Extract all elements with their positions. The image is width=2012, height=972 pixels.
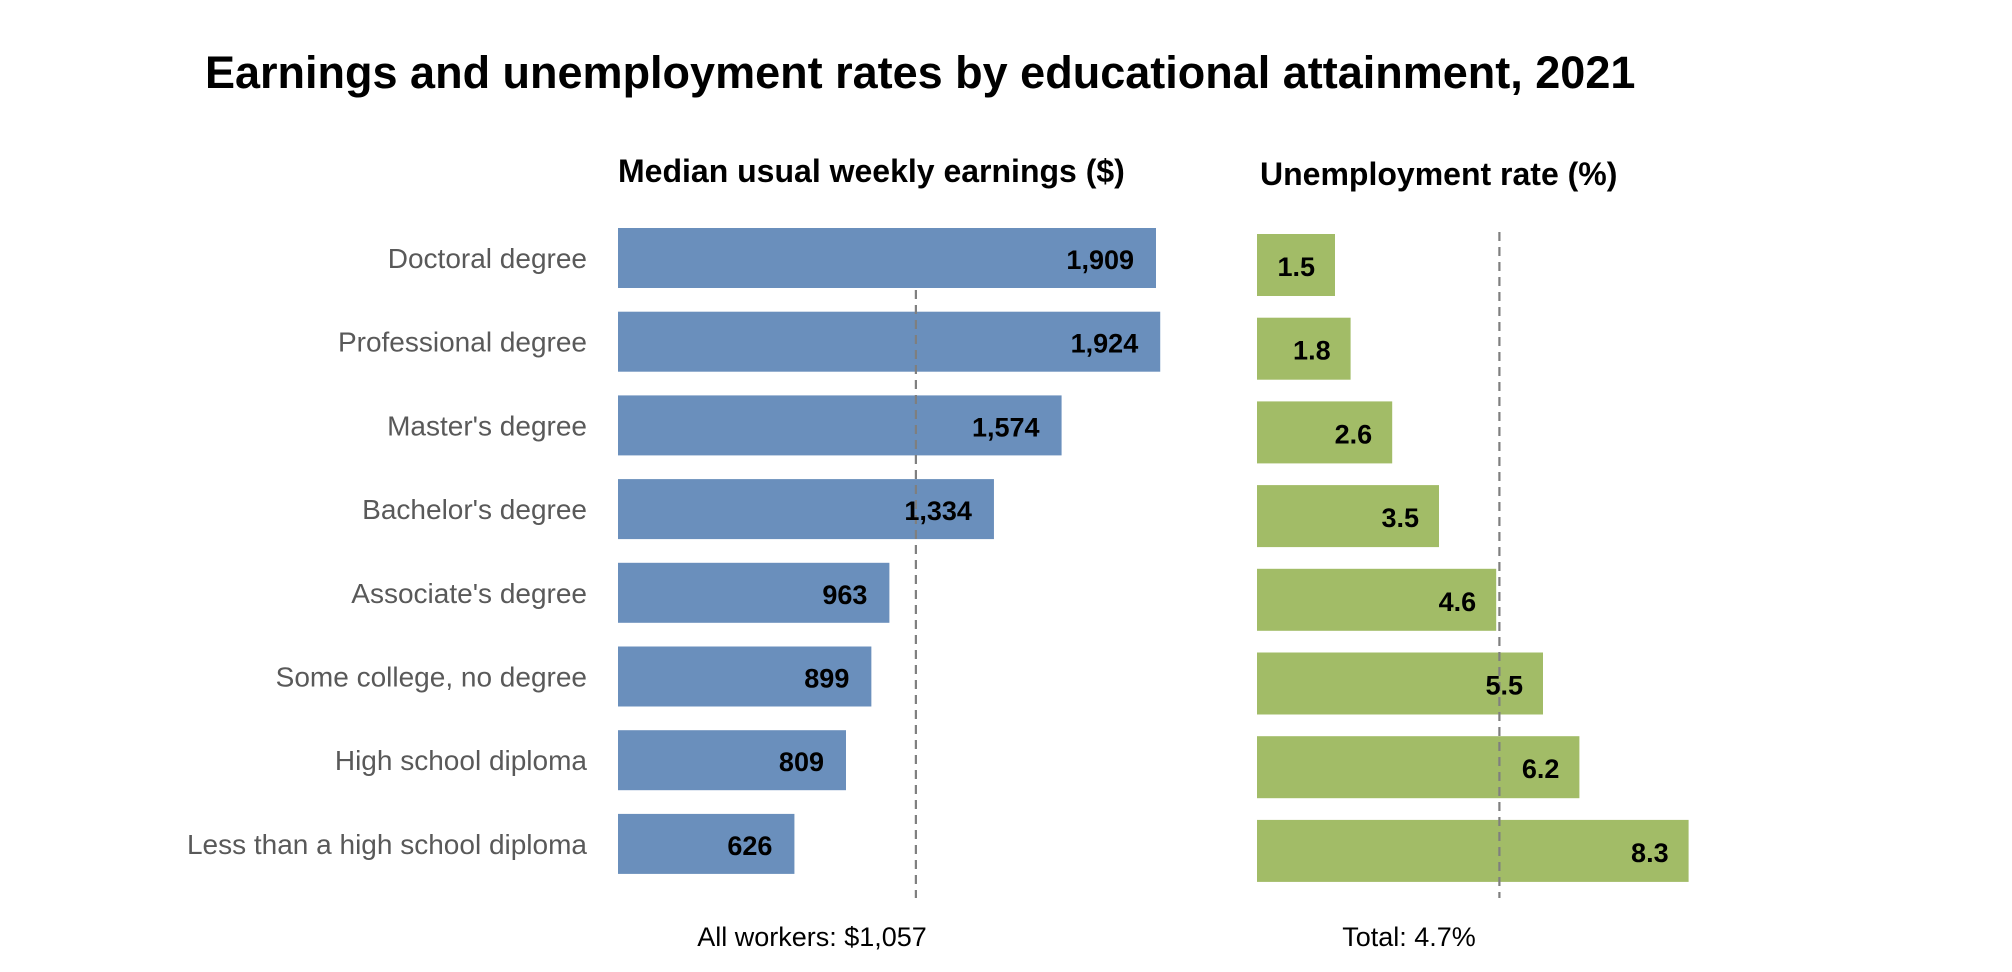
unemployment-bars [1257, 234, 1689, 882]
earnings-bars [618, 228, 1161, 874]
earnings-panel: Median usual weekly earnings ($) 1,9091,… [618, 153, 1161, 952]
unemployment-bar [1257, 652, 1543, 715]
unemployment-value-label: 3.5 [1381, 503, 1419, 533]
earnings-panel-title: Median usual weekly earnings ($) [618, 153, 1125, 189]
chart-title: Earnings and unemployment rates by educa… [205, 47, 1635, 98]
unemployment-bar [1257, 401, 1393, 464]
unemployment-value-label: 1.8 [1293, 336, 1331, 366]
earnings-value-labels: 1,909 1,924 1,574 1,334 963 899 809 626 [727, 245, 1138, 861]
earnings-bar [618, 479, 994, 540]
earnings-value-label: 899 [804, 664, 849, 694]
earnings-value-label: 1,924 [1071, 329, 1139, 359]
unemployment-value-label: 4.6 [1439, 587, 1477, 617]
earnings-value-label: 809 [779, 747, 824, 777]
earnings-bar [618, 311, 1161, 372]
category-label: Associate's degree [351, 578, 587, 609]
category-label: Less than a high school diploma [187, 829, 587, 860]
earnings-bar [618, 646, 872, 707]
unemployment-value-labels: 1.5 1.8 2.6 3.5 4.6 5.5 6.2 8.3 [1277, 252, 1668, 868]
unemployment-bar [1257, 234, 1335, 296]
category-label: High school diploma [335, 745, 588, 776]
earnings-value-label: 1,574 [972, 412, 1040, 442]
earnings-value-label: 626 [727, 831, 772, 861]
earnings-bar [618, 730, 846, 791]
unemployment-panel-title: Unemployment rate (%) [1260, 156, 1617, 192]
earnings-bar [618, 562, 890, 623]
unemployment-bar [1257, 485, 1439, 548]
category-label: Professional degree [338, 327, 587, 358]
unemployment-bar [1257, 317, 1351, 380]
category-label: Some college, no degree [276, 662, 587, 693]
earnings-bar [618, 813, 795, 874]
category-label: Master's degree [387, 410, 587, 441]
earnings-value-label: 1,334 [904, 496, 972, 526]
earnings-value-label: 1,909 [1066, 245, 1134, 275]
category-label: Bachelor's degree [362, 494, 587, 525]
earnings-bar [618, 395, 1062, 456]
unemployment-value-label: 8.3 [1631, 838, 1669, 868]
earnings-reference-label: All workers: $1,057 [697, 922, 927, 952]
earnings-bar [618, 228, 1156, 288]
unemployment-bar [1257, 568, 1497, 631]
unemployment-value-label: 1.5 [1277, 252, 1315, 282]
unemployment-panel: Unemployment rate (%) 1.5 1.8 2.6 3.5 4.6 5.5… [1257, 156, 1689, 952]
category-label: Doctoral degree [388, 243, 587, 274]
category-labels: Doctoral degree Professional degree Master… [187, 243, 587, 860]
unemployment-value-label: 6.2 [1522, 754, 1560, 784]
unemployment-bar [1257, 819, 1689, 882]
earnings-value-label: 963 [822, 580, 867, 610]
unemployment-bar [1257, 736, 1580, 799]
unemployment-reference-label: Total: 4.7% [1342, 922, 1476, 952]
unemployment-value-label: 2.6 [1335, 419, 1373, 449]
unemployment-value-label: 5.5 [1485, 671, 1523, 701]
